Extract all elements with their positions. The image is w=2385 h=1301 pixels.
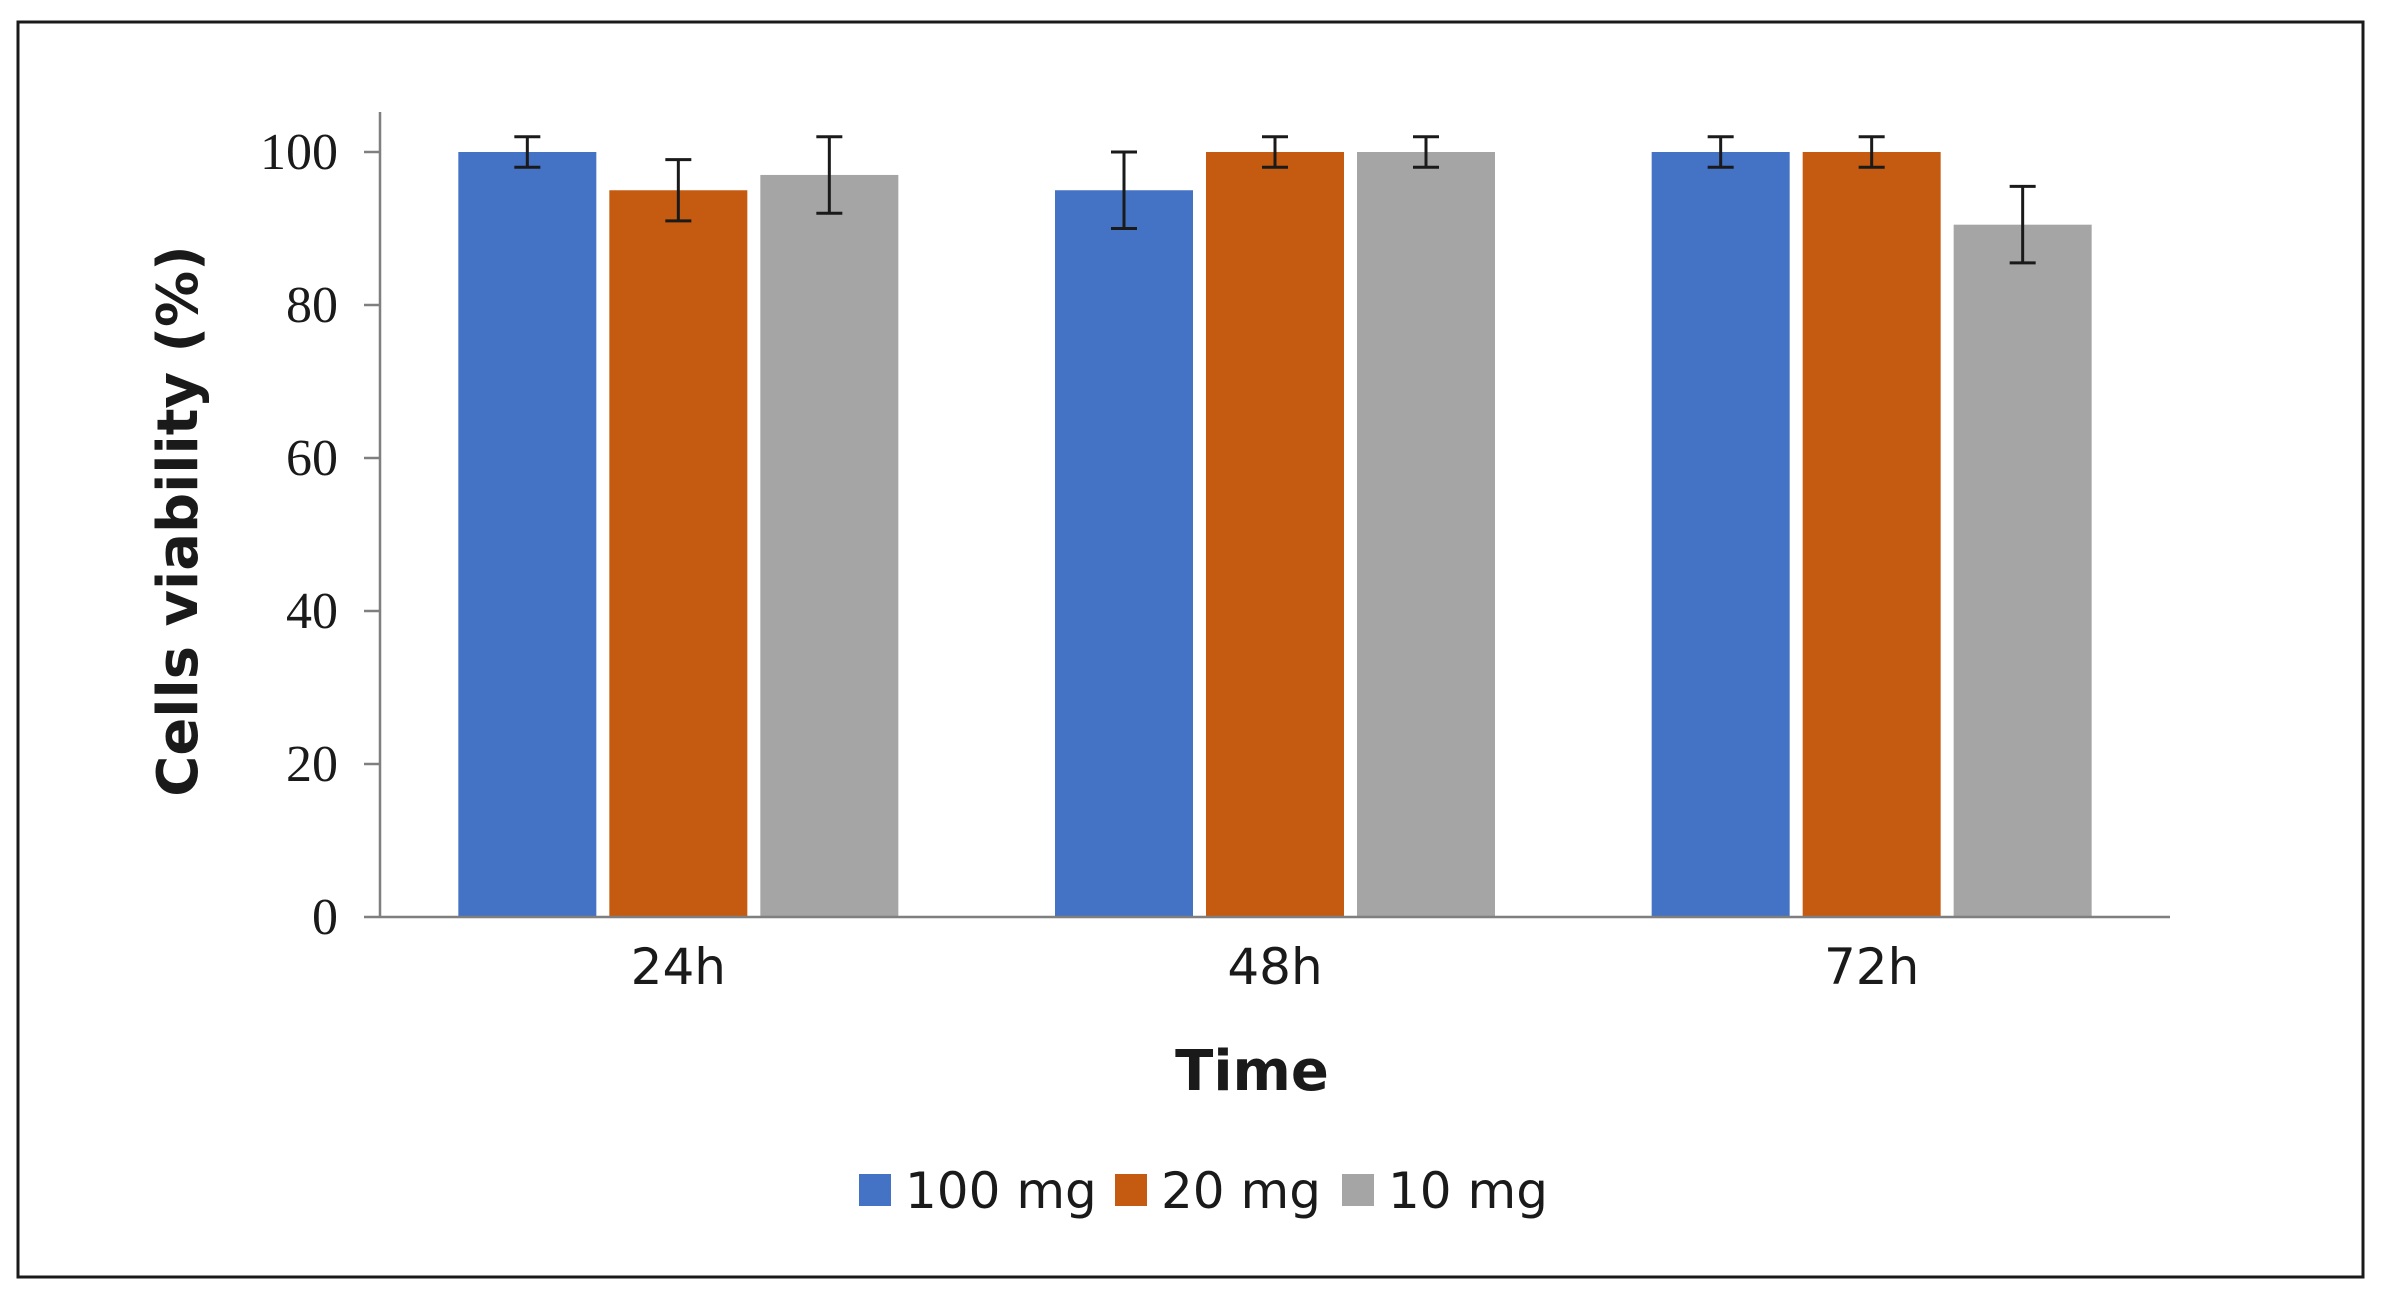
x-category-label: 24h <box>631 938 726 996</box>
x-category-label: 72h <box>1824 938 1919 996</box>
legend-swatch <box>859 1174 891 1206</box>
x-category-labels: 24h 48h 72h <box>631 938 1920 996</box>
bar-20mg-72h <box>1802 152 1941 917</box>
bar-100mg-24h <box>458 152 597 917</box>
axes-layer <box>378 112 2170 919</box>
error-bar-20mg-48h <box>1262 135 1288 169</box>
error-bar-10mg-72h <box>2009 184 2036 265</box>
y-tick-label: 60 <box>286 430 338 487</box>
bar-10mg-24h <box>760 174 899 917</box>
bar-20mg-48h <box>1206 152 1344 917</box>
error-bar-10mg-48h <box>1413 135 1439 169</box>
bar-10mg-48h <box>1357 152 1495 917</box>
legend-label: 100 mg <box>905 1162 1097 1220</box>
legend-item-20mg: 20 mg <box>1115 1162 1321 1220</box>
error-bars-layer <box>514 135 2036 265</box>
legend-label: 10 mg <box>1388 1162 1548 1220</box>
y-axis-title: Cells viability (%) <box>146 245 211 797</box>
legend-item-100mg: 100 mg <box>859 1162 1097 1220</box>
legend-item-10mg: 10 mg <box>1342 1162 1548 1220</box>
y-tick-labels: 0 20 40 60 80 100 <box>260 124 380 946</box>
y-tick-label: 100 <box>260 124 338 181</box>
legend-swatch <box>1342 1174 1374 1206</box>
y-tick-label: 20 <box>286 736 338 793</box>
legend: 100 mg 20 mg 10 mg <box>859 1162 1548 1220</box>
y-tick-label: 0 <box>312 889 338 946</box>
error-bar-100mg-48h <box>1111 150 1137 230</box>
y-tick-label: 40 <box>286 583 338 640</box>
error-bar-100mg-24h <box>514 135 541 169</box>
error-bar-10mg-24h <box>816 135 843 215</box>
bar-20mg-24h <box>609 190 748 917</box>
y-tick-label: 80 <box>286 277 338 334</box>
error-bar-20mg-24h <box>665 158 692 223</box>
legend-label: 20 mg <box>1161 1162 1321 1220</box>
x-axis-title: Time <box>1175 1039 1329 1104</box>
bars-layer <box>458 152 2092 918</box>
error-bar-100mg-72h <box>1707 135 1734 169</box>
bar-100mg-48h <box>1055 190 1193 917</box>
error-bar-20mg-72h <box>1858 135 1885 169</box>
legend-swatch <box>1115 1174 1147 1206</box>
bar-10mg-72h <box>1953 224 2092 918</box>
x-category-label: 48h <box>1227 938 1322 996</box>
bar-100mg-72h <box>1651 152 1790 917</box>
